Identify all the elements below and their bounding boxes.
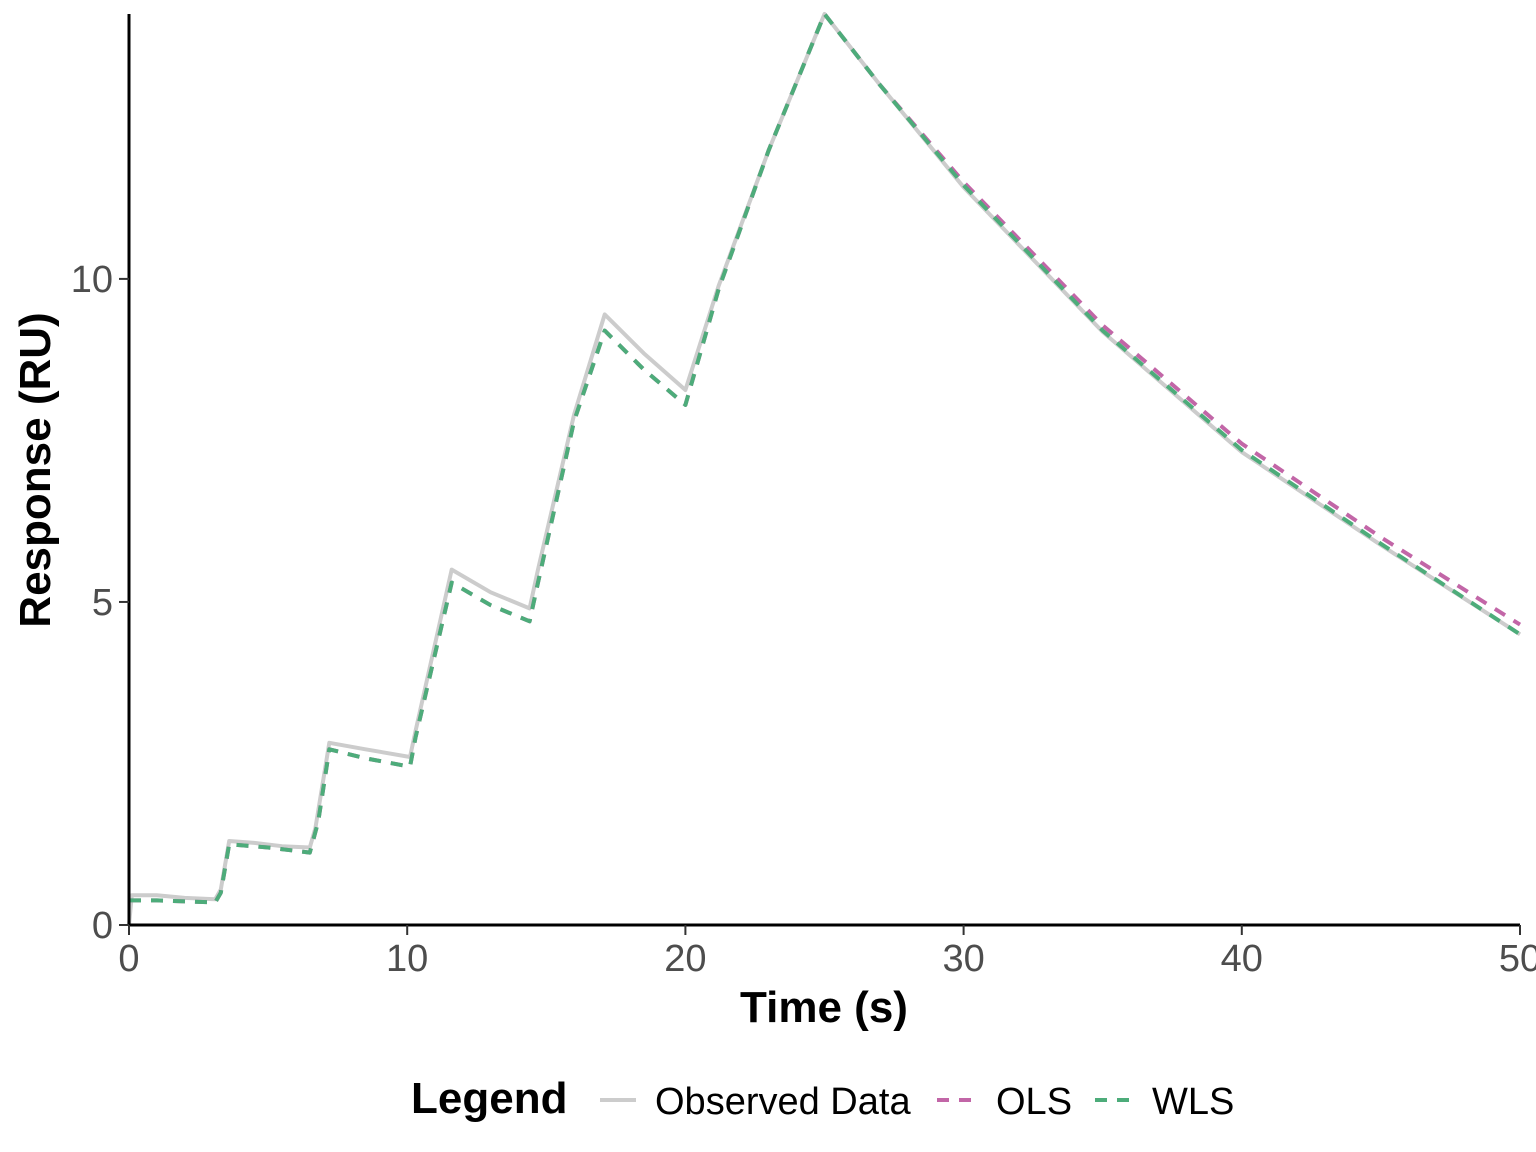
series-line-observed-data	[127, 12, 1522, 926]
series-line-wls	[129, 12, 1522, 905]
x-tick-label: 40	[1221, 938, 1263, 980]
series-line-ols	[129, 12, 1522, 905]
legend-label-ols: OLS	[996, 1081, 1072, 1123]
y-tick-label: 0	[92, 905, 113, 947]
x-tick-label: 30	[942, 938, 984, 980]
legend-label-wls: WLS	[1152, 1081, 1234, 1123]
y-axis-title: Response (RU)	[11, 312, 60, 627]
legend: Legend Observed Data OLS WLS	[411, 1074, 1234, 1123]
y-ticks: 0 5 10	[71, 259, 129, 947]
x-tick-label: 0	[118, 938, 139, 980]
x-tick-label: 50	[1499, 938, 1536, 980]
x-tick-label: 20	[664, 938, 706, 980]
series-layer	[127, 12, 1522, 926]
x-ticks: 0 10 20 30 40 50	[118, 925, 1536, 980]
legend-title: Legend	[411, 1074, 567, 1123]
y-tick-label: 10	[71, 259, 113, 301]
x-tick-label: 10	[386, 938, 428, 980]
legend-label-observed-data: Observed Data	[655, 1081, 911, 1123]
x-axis-title: Time (s)	[740, 983, 908, 1032]
y-tick-label: 5	[92, 582, 113, 624]
